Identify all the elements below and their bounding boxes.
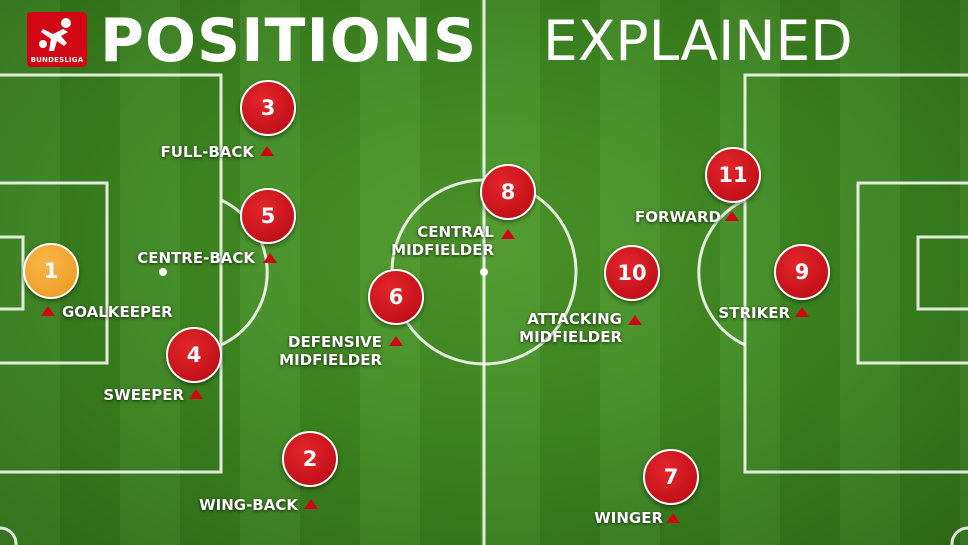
position-2-disc: 2 <box>282 431 338 487</box>
position-8-label-line2: MIDFIELDER <box>391 241 494 259</box>
position-7-marker <box>666 513 680 523</box>
position-6-label-line2: MIDFIELDER <box>279 351 382 369</box>
position-4-disc: 4 <box>166 327 222 383</box>
position-10-label-line1: ATTACKING <box>527 310 622 328</box>
position-6-disc: 6 <box>368 269 424 325</box>
position-11-disc: 11 <box>705 147 761 203</box>
corner-arc-bottom-right <box>950 526 968 545</box>
position-10-disc: 10 <box>604 245 660 301</box>
position-1-label: GOALKEEPER <box>62 303 173 321</box>
left-penalty-box <box>0 73 223 474</box>
position-5-label: CENTRE-BACK <box>137 249 255 267</box>
corner-arc-bottom-left <box>0 526 18 545</box>
position-1-disc: 1 <box>23 243 79 299</box>
position-3-disc: 3 <box>240 80 296 136</box>
position-8-disc: 8 <box>480 164 536 220</box>
position-6-marker <box>389 336 403 346</box>
position-8-label-line1: CENTRAL <box>417 223 494 241</box>
position-11-label: FORWARD <box>634 208 721 226</box>
left-goal <box>0 235 25 311</box>
position-3-label: FULL-BACK <box>160 143 254 161</box>
right-goal <box>916 235 968 311</box>
position-1-marker <box>41 306 55 316</box>
bundesliga-logo: BUNDESLIGA <box>27 12 87 67</box>
right-goal-box <box>856 181 968 365</box>
centre-spot <box>480 268 488 276</box>
position-5-disc: 5 <box>240 188 296 244</box>
position-4-marker <box>189 389 203 399</box>
position-9-disc: 9 <box>774 244 830 300</box>
position-9-label: STRIKER <box>718 304 790 322</box>
position-6-label-line1: DEFENSIVE <box>288 333 382 351</box>
position-8-marker <box>501 229 515 239</box>
position-2-marker <box>304 499 318 509</box>
position-3-marker <box>260 146 274 156</box>
position-9-marker <box>795 307 809 317</box>
left-penalty-spot <box>159 268 167 276</box>
title-explained: EXPLAINED <box>543 9 853 73</box>
position-10-label-line2: MIDFIELDER <box>519 328 622 346</box>
brand-name: BUNDESLIGA <box>30 56 84 64</box>
position-10-marker <box>628 315 642 325</box>
right-penalty-box <box>743 73 968 474</box>
position-7-disc: 7 <box>643 449 699 505</box>
left-goal-box <box>0 181 109 365</box>
position-2-label: WING-BACK <box>199 496 298 514</box>
position-7-label: WINGER <box>594 509 663 527</box>
right-penalty-arc <box>697 198 746 347</box>
position-4-label: SWEEPER <box>103 386 184 404</box>
position-5-marker <box>263 253 277 263</box>
position-11-marker <box>725 211 739 221</box>
title-positions: POSITIONS <box>100 6 478 76</box>
player-silhouette-icon <box>39 18 71 51</box>
